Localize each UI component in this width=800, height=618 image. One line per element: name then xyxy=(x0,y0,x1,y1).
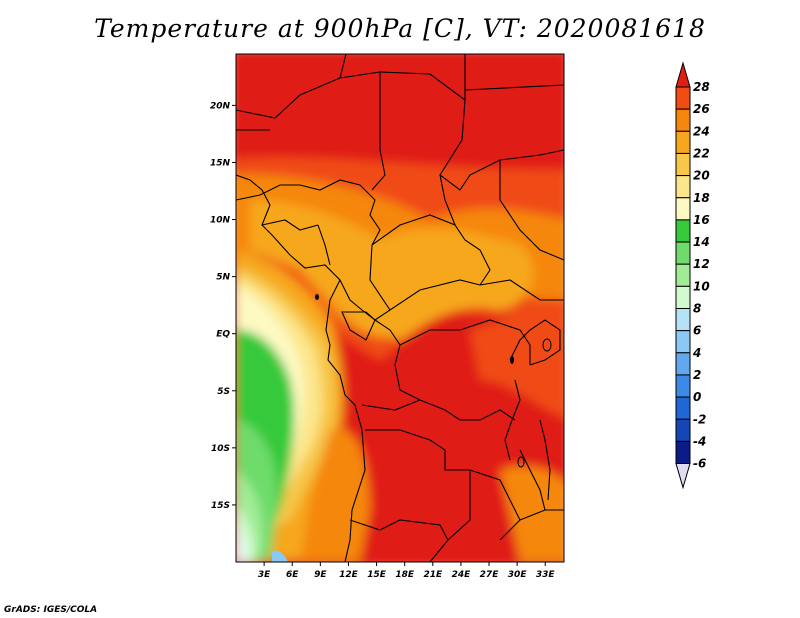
colorbar-label: -6 xyxy=(693,457,706,471)
colorbar-segment xyxy=(675,108,691,132)
colorbar-segment xyxy=(675,374,691,398)
map-frame xyxy=(235,53,565,563)
lat-tick-label: 20N xyxy=(210,101,231,111)
lat-tick-label: 15S xyxy=(211,501,230,511)
colorbar-label: 20 xyxy=(693,169,710,183)
colorbar-label: 22 xyxy=(693,146,710,160)
colorbar-segment xyxy=(675,130,691,154)
lat-tick-label: 5N xyxy=(216,273,230,283)
colorbar-label: 26 xyxy=(693,102,710,116)
colorbar-segment xyxy=(675,175,691,199)
colorbar-segment xyxy=(675,418,691,442)
lat-tick-label: 5S xyxy=(217,387,230,397)
colorbar-label: 10 xyxy=(693,279,710,293)
colorbar-segment xyxy=(675,352,691,376)
lon-tick-label: 3E xyxy=(258,570,271,580)
colorbar-segment xyxy=(675,440,691,465)
lon-tick-label: 12E xyxy=(339,570,359,580)
lat-tick-label: EQ xyxy=(216,330,230,340)
lon-tick-label: 9E xyxy=(314,570,327,580)
colorbar-label: 14 xyxy=(693,235,710,249)
colorbar-label: 28 xyxy=(693,80,710,94)
colorbar-label: 16 xyxy=(693,213,710,227)
lon-tick-label: 15E xyxy=(367,570,387,580)
colorbar-segment xyxy=(675,61,691,88)
colorbar-segment xyxy=(675,197,691,221)
colorbar-segment xyxy=(675,330,691,354)
colorbar-label: 0 xyxy=(693,390,701,404)
temperature-field xyxy=(236,54,564,562)
country-borders xyxy=(236,54,564,562)
colorbar-segment xyxy=(675,86,691,110)
colorbar-segment xyxy=(675,308,691,332)
colorbar-label: 2 xyxy=(693,368,701,382)
lat-tick-label: 10N xyxy=(210,216,231,226)
colorbar-segment xyxy=(675,463,691,490)
lat-tick-label: 10S xyxy=(211,444,230,454)
colorbar-segment xyxy=(675,241,691,265)
lon-tick-label: 24E xyxy=(452,570,472,580)
credit-label: GrADS: IGES/COLA xyxy=(4,605,97,615)
colorbar-label: 6 xyxy=(693,324,701,338)
lon-tick-label: 21E xyxy=(423,570,443,580)
colorbar-label: 18 xyxy=(693,191,710,205)
longitude-axis: 3E 6E 9E 12E 15E 18E 21E 24E 27E 30E 33E xyxy=(258,562,556,580)
colorbar-segment xyxy=(675,219,691,243)
latitude-axis: 20N 15N 10N 5N EQ 5S 10S 15S xyxy=(210,101,236,511)
colorbar-label: 8 xyxy=(693,302,701,316)
colorbar-label: 24 xyxy=(693,124,710,138)
lon-tick-label: 30E xyxy=(508,570,528,580)
colorbar-label: -2 xyxy=(693,412,706,426)
colorbar-label: 12 xyxy=(693,257,710,271)
lat-tick-label: 15N xyxy=(210,158,231,168)
chart-title: Temperature at 900hPa [C], VT: 202008161… xyxy=(94,14,706,43)
lon-tick-label: 27E xyxy=(480,570,500,580)
colorbar-label: -4 xyxy=(693,434,706,448)
colorbar-segment xyxy=(675,396,691,420)
lon-tick-label: 6E xyxy=(286,570,299,580)
colorbar-label: 4 xyxy=(692,346,701,360)
lon-tick-label: 18E xyxy=(395,570,415,580)
colorbar-segment xyxy=(675,263,691,287)
lon-tick-label: 33E xyxy=(536,570,556,580)
colorbar-segment xyxy=(675,285,691,310)
colorbar-segment xyxy=(675,152,691,177)
